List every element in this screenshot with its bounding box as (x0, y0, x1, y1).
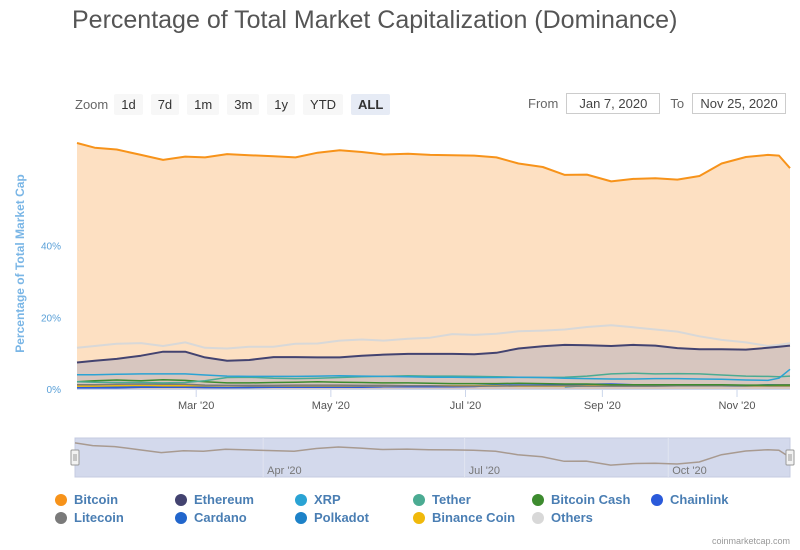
series-line-tether (76, 372, 791, 384)
date-range: From To (528, 93, 796, 114)
y-tick-label: 20% (41, 313, 61, 324)
legend-label: Tether (432, 492, 471, 507)
legend-item-bitcoin-cash[interactable]: Bitcoin Cash (532, 492, 630, 507)
series-line-xrp (77, 368, 791, 382)
legend-label: XRP (314, 492, 341, 507)
x-tick-label: Mar '20 (178, 400, 214, 412)
to-date-input[interactable] (692, 93, 787, 114)
zoom-1m-button[interactable]: 1m (187, 93, 220, 115)
x-tick-label: Sep '20 (584, 400, 621, 412)
navigator-tick-label: Jul '20 (469, 465, 500, 477)
navigator-handle-right[interactable] (785, 449, 795, 466)
x-tick-label: Jul '20 (450, 400, 481, 412)
zoom-3m-button[interactable]: 3m (227, 93, 260, 115)
from-date-input[interactable] (566, 93, 661, 114)
legend-label: Binance Coin (432, 510, 516, 525)
legend-marker-icon (295, 511, 307, 524)
legend-item-cardano[interactable]: Cardano (175, 510, 247, 525)
legend-marker-icon (55, 511, 67, 524)
x-tick-label: Nov '20 (719, 400, 756, 412)
navigator-tick-label: Oct '20 (672, 465, 707, 477)
legend-marker-icon (295, 493, 307, 506)
legend-item-bitcoin[interactable]: Bitcoin (55, 492, 118, 507)
legend-marker-icon (532, 511, 544, 524)
y-axis-title: Percentage of Total Market Cap (13, 174, 27, 353)
legend-label: Cardano (194, 510, 247, 525)
zoom-toolbar: Zoom 1d 7d 1m 3m 1y YTD ALL (75, 93, 398, 115)
navigator-handle-left[interactable] (70, 449, 80, 466)
zoom-label: Zoom (75, 96, 109, 112)
legend-item-polkadot[interactable]: Polkadot (295, 510, 369, 525)
y-tick-label: 40% (41, 242, 61, 253)
legend-label: Chainlink (670, 492, 729, 507)
legend-marker-icon (55, 493, 67, 506)
legend-item-binance-coin[interactable]: Binance Coin (413, 510, 515, 525)
zoom-ytd-button[interactable]: YTD (303, 93, 344, 115)
handle-body (785, 449, 795, 466)
legend-marker-icon (651, 493, 663, 506)
legend-marker-icon (413, 493, 425, 506)
x-tick-label: May '20 (312, 400, 350, 412)
legend-item-tether[interactable]: Tether (413, 492, 471, 507)
legend-label: Others (551, 510, 593, 525)
legend-marker-icon (532, 493, 544, 506)
chart-title: Percentage of Total Market Capitalizatio… (72, 6, 678, 34)
legend-marker-icon (413, 511, 425, 524)
series-line-litecoin (77, 383, 790, 387)
legend-label: Polkadot (314, 510, 369, 525)
legend-item-xrp[interactable]: XRP (295, 492, 341, 507)
navigator-tick-label: Apr '20 (267, 465, 302, 477)
legend-item-ethereum[interactable]: Ethereum (175, 492, 254, 507)
legend-label: Litecoin (74, 510, 124, 525)
legend-marker-icon (175, 511, 187, 524)
legend-label: Ethereum (194, 492, 254, 507)
credit-text: coinmarketcap.com (711, 536, 790, 546)
zoom-7d-button[interactable]: 7d (150, 93, 180, 115)
series-line-others (76, 324, 791, 350)
series-line-ethereum (76, 343, 791, 364)
legend-item-chainlink[interactable]: Chainlink (651, 492, 729, 507)
navigator-mask (74, 437, 791, 478)
legend-marker-icon (175, 493, 187, 506)
zoom-1d-button[interactable]: 1d (114, 93, 143, 115)
zoom-1y-button[interactable]: 1y (267, 93, 296, 115)
legend-label: Bitcoin Cash (551, 492, 631, 507)
area-bitcoin (77, 143, 790, 389)
navigator-line-bitcoin (74, 442, 791, 466)
y-tick-label: 0% (47, 385, 62, 396)
legend-item-litecoin[interactable]: Litecoin (55, 510, 124, 525)
legend-label: Bitcoin (74, 492, 119, 507)
handle-body (70, 449, 80, 466)
legend-item-others[interactable]: Others (532, 510, 593, 525)
zoom-all-button[interactable]: ALL (351, 93, 391, 115)
from-label: From (528, 96, 559, 111)
to-label: To (670, 96, 685, 111)
series-line-bitcoin (76, 142, 791, 183)
